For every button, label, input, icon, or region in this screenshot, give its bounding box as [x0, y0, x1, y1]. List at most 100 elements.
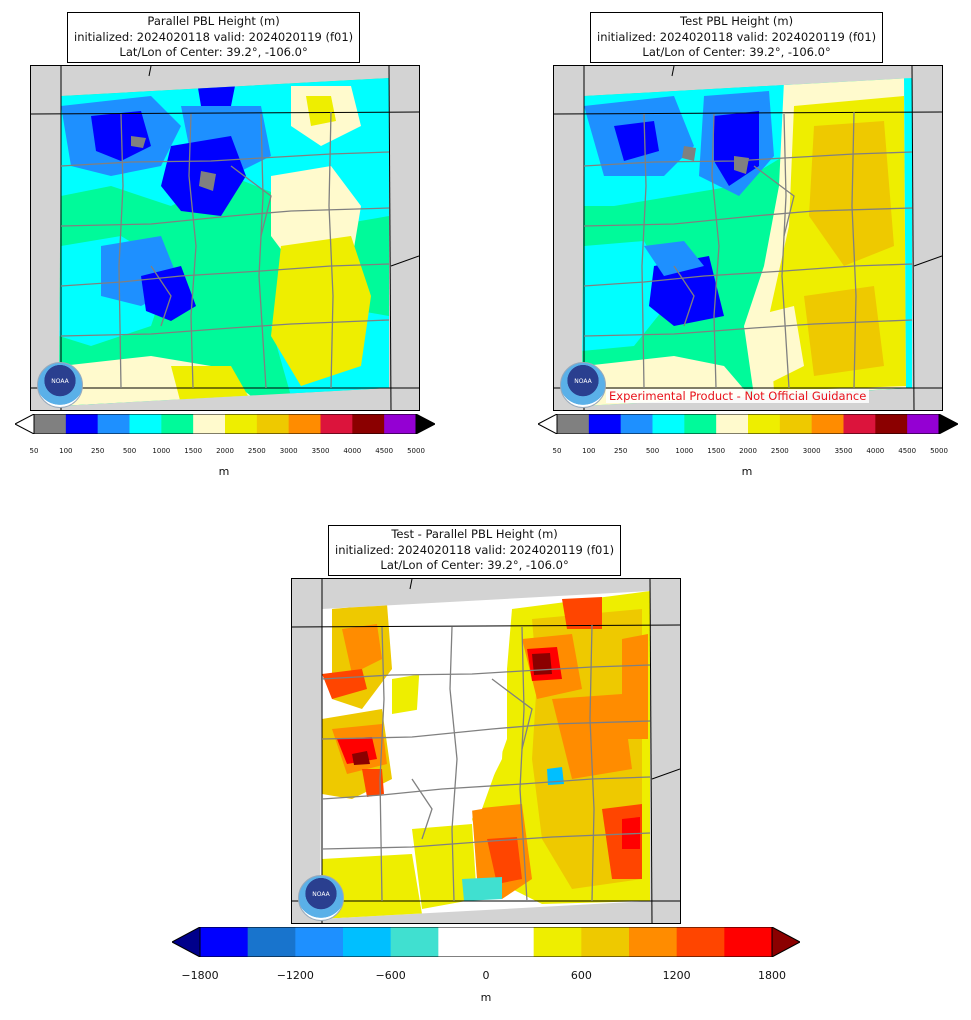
diff-colorbar-over	[771, 926, 802, 958]
test-colorbar-segment	[557, 414, 590, 434]
diff-colorbar-segment	[724, 927, 773, 957]
parallel-title-line3: Lat/Lon of Center: 39.2°, -106.0°	[119, 45, 308, 59]
diff-colorbar-tick-label: 1200	[662, 969, 691, 982]
parallel-title-box: Parallel PBL Height (m) initialized: 202…	[67, 12, 361, 63]
parallel-colorbar-tick-label: 1500	[184, 447, 203, 455]
parallel-colorbar-segment	[129, 414, 162, 434]
test-colorbar-tick-label: 1000	[675, 447, 694, 455]
test-colorbar-segment	[843, 414, 876, 434]
test-title-box: Test PBL Height (m) initialized: 2024020…	[590, 12, 884, 63]
test-colorbar-tick-label: 5000	[930, 447, 948, 455]
test-colorbar-segment	[588, 414, 622, 434]
parallel-colorbar-tick-label: 500	[122, 447, 137, 455]
test-colorbar-tick-label: 500	[645, 447, 660, 455]
test-colorbar-segment	[779, 414, 813, 434]
diff-map: NOAA	[291, 578, 681, 924]
test-map: NOAA Experimental Product - Not Official…	[553, 65, 943, 411]
parallel-title-line2: initialized: 2024020118 valid: 202402011…	[74, 29, 354, 44]
test-colorbar-tick-label: 1500	[707, 447, 726, 455]
parallel-colorbar-segment	[256, 414, 290, 434]
parallel-colorbar-tick-label: 2500	[247, 447, 266, 455]
parallel-colorbar-segment	[352, 414, 385, 434]
diff-colorbar-tick-label: −1800	[181, 969, 219, 982]
test-colorbar-under	[536, 413, 558, 435]
parallel-colorbar-segment	[65, 414, 99, 434]
diff-colorbar-segment	[390, 927, 439, 957]
diff-colorbar-segment	[629, 927, 678, 957]
noaa-logo: NOAA	[298, 875, 344, 921]
noaa-logo: NOAA	[37, 362, 83, 408]
diff-title-line1: Test - Parallel PBL Height (m)	[391, 527, 558, 541]
test-title-line3: Lat/Lon of Center: 39.2°, -106.0°	[642, 45, 831, 59]
diff-colorbar-segment	[438, 927, 487, 957]
parallel-map-graphic	[31, 66, 419, 410]
diff-colorbar-segment	[247, 927, 296, 957]
parallel-colorbar-tick-label: 250	[90, 447, 105, 455]
test-colorbar-segment	[652, 414, 685, 434]
noaa-logo-text: NOAA	[312, 891, 330, 898]
test-title-line1: Test PBL Height (m)	[680, 14, 794, 28]
test-colorbar-tick-label: 4000	[866, 447, 885, 455]
diff-colorbar-segment	[486, 927, 535, 957]
parallel-colorbar-segment	[97, 414, 130, 434]
diff-colorbar-segment	[533, 927, 582, 957]
diff-colorbar-unit: m	[480, 991, 492, 1004]
test-colorbar-segment	[620, 414, 653, 434]
parallel-colorbar-tick-label: 50	[29, 447, 39, 455]
diff-title-box: Test - Parallel PBL Height (m) initializ…	[328, 525, 622, 576]
parallel-map: NOAA	[30, 65, 420, 411]
diff-colorbar-segment	[295, 927, 344, 957]
test-colorbar-tick-label: 3500	[834, 447, 853, 455]
parallel-colorbar-under	[13, 413, 35, 435]
diff-colorbar-segment	[343, 927, 392, 957]
test-colorbar-tick-label: 4500	[898, 447, 917, 455]
parallel-colorbar-segment	[161, 414, 194, 434]
parallel-colorbar-unit: m	[218, 465, 230, 478]
parallel-colorbar-tick-label: 2000	[216, 447, 234, 455]
test-colorbar-segment	[684, 414, 717, 434]
test-colorbar-segment	[748, 414, 781, 434]
parallel-colorbar-tick-label: 4000	[343, 447, 362, 455]
test-colorbar-over	[938, 413, 960, 435]
diff-colorbar-tick-label: 1800	[758, 969, 786, 982]
parallel-colorbar-tick-label: 100	[59, 447, 73, 455]
parallel-colorbar-segment	[225, 414, 258, 434]
parallel-colorbar-over	[415, 413, 437, 435]
parallel-title-line1: Parallel PBL Height (m)	[147, 14, 280, 28]
parallel-colorbar-segment	[384, 414, 417, 434]
diff-colorbar-tick-label: 600	[570, 969, 592, 982]
test-colorbar-tick-label: 100	[582, 447, 596, 455]
diff-colorbar-under	[170, 926, 201, 958]
test-colorbar-segment	[811, 414, 844, 434]
experimental-watermark: Experimental Product - Not Official Guid…	[606, 389, 870, 403]
diff-map-graphic	[292, 579, 680, 923]
diff-colorbar-tick-label: −1200	[276, 969, 314, 982]
parallel-colorbar-segment	[320, 414, 353, 434]
parallel-colorbar-segment	[193, 414, 226, 434]
test-colorbar-tick-label: 2500	[770, 447, 789, 455]
test-colorbar-tick-label: 3000	[802, 447, 821, 455]
noaa-logo: NOAA	[560, 362, 606, 408]
parallel-colorbar	[13, 413, 437, 435]
parallel-colorbar-segment	[34, 414, 67, 434]
parallel-colorbar-tick-label: 1000	[152, 447, 171, 455]
parallel-colorbar-tick-label: 4500	[375, 447, 394, 455]
parallel-colorbar-tick-label: 3000	[279, 447, 298, 455]
parallel-colorbar-segment	[288, 414, 321, 434]
parallel-colorbar-tick-label: 5000	[407, 447, 425, 455]
diff-colorbar-tick-label: 0	[482, 969, 490, 982]
diff-colorbar-segment	[581, 927, 630, 957]
diff-colorbar	[170, 926, 802, 958]
test-colorbar-segment	[907, 414, 940, 434]
test-colorbar-tick-label: 250	[613, 447, 628, 455]
diff-colorbar-segment	[676, 927, 725, 957]
test-colorbar-tick-label: 50	[552, 447, 562, 455]
noaa-logo-text: NOAA	[51, 378, 69, 385]
diff-title-line3: Lat/Lon of Center: 39.2°, -106.0°	[380, 558, 569, 572]
test-colorbar-segment	[875, 414, 908, 434]
test-colorbar-segment	[716, 414, 749, 434]
test-map-graphic	[554, 66, 942, 410]
noaa-logo-text: NOAA	[574, 378, 592, 385]
test-colorbar	[536, 413, 960, 435]
test-title-line2: initialized: 2024020118 valid: 202402011…	[597, 29, 877, 44]
